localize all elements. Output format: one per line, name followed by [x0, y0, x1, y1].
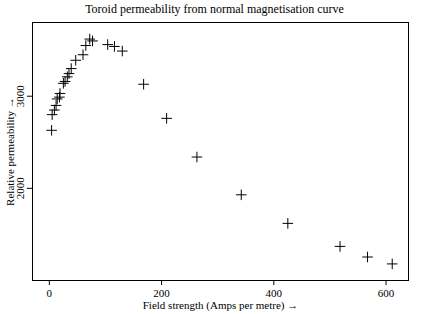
html-text:Toroid permeability from norma: Toroid permeability from normal magnetis… [85, 2, 344, 16]
svg-text:600: 600 [378, 287, 395, 299]
svg-text:0: 0 [47, 287, 53, 299]
svg-text:2000: 2000 [13, 177, 26, 200]
svg-text:Field strength (Amps per metre: Field strength (Amps per metre) → [143, 299, 299, 312]
svg-text:400: 400 [266, 287, 283, 299]
svg-text:Relative permeability →: Relative permeability → [4, 97, 16, 206]
svg-text:3000: 3000 [13, 85, 26, 108]
svg-text:200: 200 [153, 287, 170, 299]
